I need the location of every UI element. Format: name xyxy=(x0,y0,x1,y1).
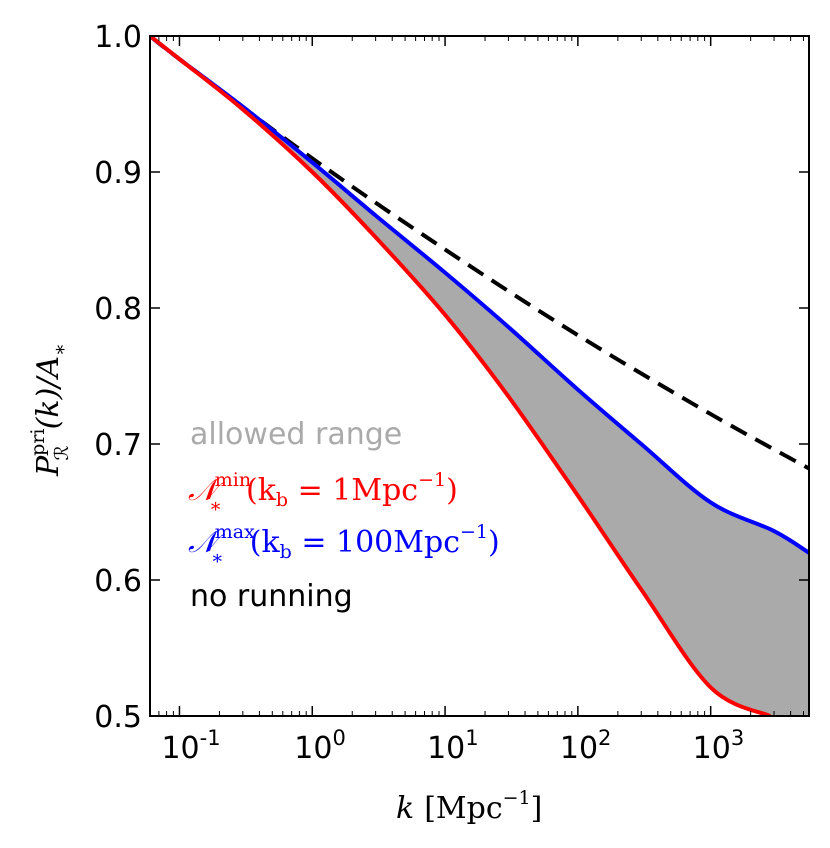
legend-allowed-range: allowed range xyxy=(190,417,402,452)
series-line-nmax xyxy=(150,36,809,555)
x-tick-label: 102 xyxy=(560,726,612,766)
y-tick-label: 0.8 xyxy=(94,292,142,327)
x-tick-label: 103 xyxy=(693,726,745,766)
series-group xyxy=(150,36,809,716)
ticks: 0.5 0.6 0.7 0.8 0.9 1.0 10-1 100 101 102 103 xyxy=(94,20,809,766)
x-tick-label: 100 xyxy=(294,726,346,766)
y-tick-label: 0.6 xyxy=(94,564,142,599)
legend: allowed range 𝒩min ∗ (kb = 1Mpc−1) 𝒩max ∗ (k… xyxy=(188,417,500,614)
legend-nmin: 𝒩min ∗ (kb = 1Mpc−1) xyxy=(188,469,458,517)
legend-nmax: 𝒩max ∗ (kb = 100Mpc−1) xyxy=(188,521,500,569)
x-tick-label: 101 xyxy=(427,726,479,766)
y-tick-label: 0.5 xyxy=(94,700,142,735)
y-axis-label: Ppri ℛ(k)/A∗ xyxy=(27,343,73,477)
y-tick-label: 0.9 xyxy=(94,156,142,191)
legend-no-running: no running xyxy=(190,579,353,614)
x-tick-label: 10-1 xyxy=(161,726,220,766)
allowed-range-fill xyxy=(150,36,809,716)
plot-frame xyxy=(149,35,810,717)
x-axis-label: k [Mpc−1] xyxy=(396,787,542,826)
series-line-nmin xyxy=(150,36,771,716)
y-tick-label: 0.7 xyxy=(94,428,142,463)
series-line-no-running xyxy=(150,36,809,471)
y-tick-label: 1.0 xyxy=(94,20,142,55)
